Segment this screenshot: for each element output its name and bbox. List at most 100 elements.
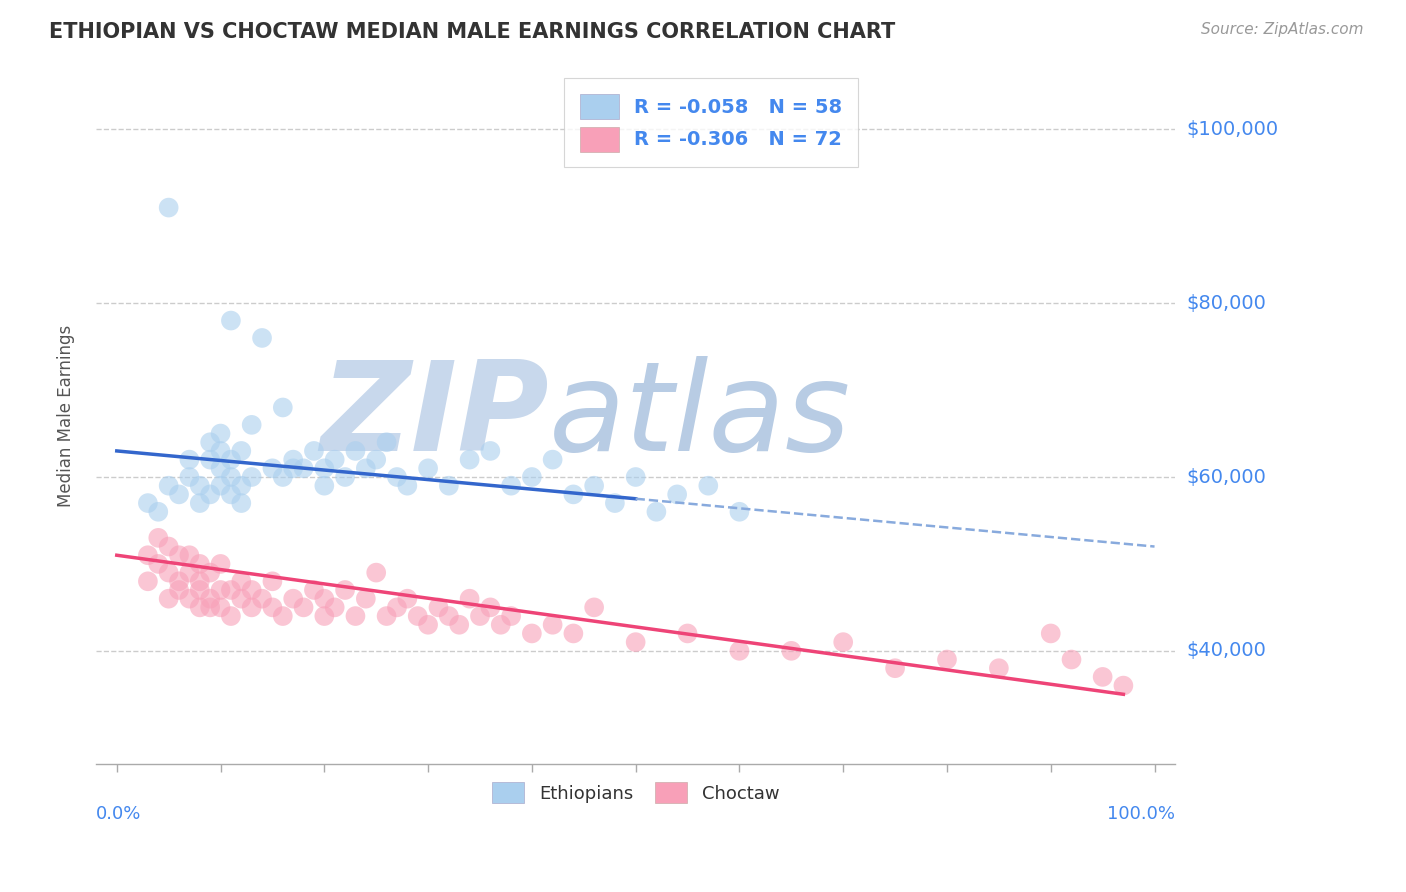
Point [179,548,201,562]
Point [624,635,647,649]
Point [354,461,377,475]
Point [262,574,284,589]
Point [157,591,180,606]
Point [366,566,388,580]
Point [148,505,170,519]
Point [323,600,346,615]
Point [136,574,159,589]
Point [375,435,398,450]
Point [292,600,315,615]
Point [541,617,564,632]
Point [501,479,523,493]
Point [157,479,180,493]
Point [240,470,263,484]
Point [188,557,211,571]
Point [250,331,273,345]
Point [375,609,398,624]
Point [1091,670,1114,684]
Point [188,479,211,493]
Point [479,444,502,458]
Point [603,496,626,510]
Point [167,548,190,562]
Text: $80,000: $80,000 [1187,293,1267,313]
Point [427,600,450,615]
Point [458,452,481,467]
Point [987,661,1010,675]
Point [262,461,284,475]
Point [323,452,346,467]
Legend: Ethiopians, Choctaw: Ethiopians, Choctaw [485,775,786,811]
Point [209,557,232,571]
Point [1039,626,1062,640]
Text: ZIP: ZIP [321,356,550,476]
Point [314,609,336,624]
Point [333,582,356,597]
Point [449,617,471,632]
Point [240,417,263,432]
Point [406,609,429,624]
Point [437,609,460,624]
Point [302,444,325,458]
Point [520,626,543,640]
Point [624,470,647,484]
Point [167,582,190,597]
Point [884,661,907,675]
Point [780,644,803,658]
Point [198,566,221,580]
Point [283,461,305,475]
Point [666,487,689,501]
Point [562,626,585,640]
Point [231,496,253,510]
Point [520,470,543,484]
Point [148,557,170,571]
Point [262,600,284,615]
Point [583,600,606,615]
Point [541,452,564,467]
Point [385,600,408,615]
Point [179,470,201,484]
Point [385,470,408,484]
Point [936,652,959,666]
Point [1060,652,1083,666]
Point [354,591,377,606]
Point [728,644,751,658]
Point [728,505,751,519]
Point [188,600,211,615]
Point [157,540,180,554]
Point [167,487,190,501]
Point [209,444,232,458]
Point [136,548,159,562]
Point [314,479,336,493]
Point [198,435,221,450]
Point [188,582,211,597]
Text: $60,000: $60,000 [1187,467,1267,486]
Point [209,582,232,597]
Point [468,609,491,624]
Point [219,452,242,467]
Point [396,591,419,606]
Point [501,609,523,624]
Point [198,600,221,615]
Point [250,591,273,606]
Y-axis label: Median Male Earnings: Median Male Earnings [58,325,75,508]
Text: $100,000: $100,000 [1187,120,1278,139]
Point [179,591,201,606]
Point [489,617,512,632]
Point [344,609,367,624]
Point [188,574,211,589]
Point [271,470,294,484]
Point [157,566,180,580]
Point [219,582,242,597]
Point [314,461,336,475]
Point [231,479,253,493]
Point [231,591,253,606]
Point [645,505,668,519]
Point [416,617,439,632]
Text: $40,000: $40,000 [1187,641,1267,660]
Point [416,461,439,475]
Point [562,487,585,501]
Point [219,609,242,624]
Text: Source: ZipAtlas.com: Source: ZipAtlas.com [1201,22,1364,37]
Text: 0.0%: 0.0% [96,805,142,823]
Point [148,531,170,545]
